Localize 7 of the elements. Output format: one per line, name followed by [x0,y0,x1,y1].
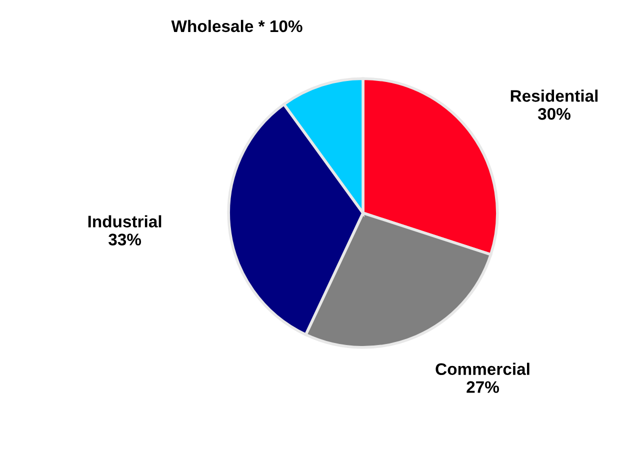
data-label: 33% [108,234,142,246]
slice-label: Wholesale * 10% [171,20,302,32]
slice-label: Commercial [436,362,530,376]
data-label: 30% [538,108,570,120]
slice-label: Industrial [88,215,162,228]
slice-label: Residential [510,90,598,102]
data-label: 27% [466,381,500,393]
